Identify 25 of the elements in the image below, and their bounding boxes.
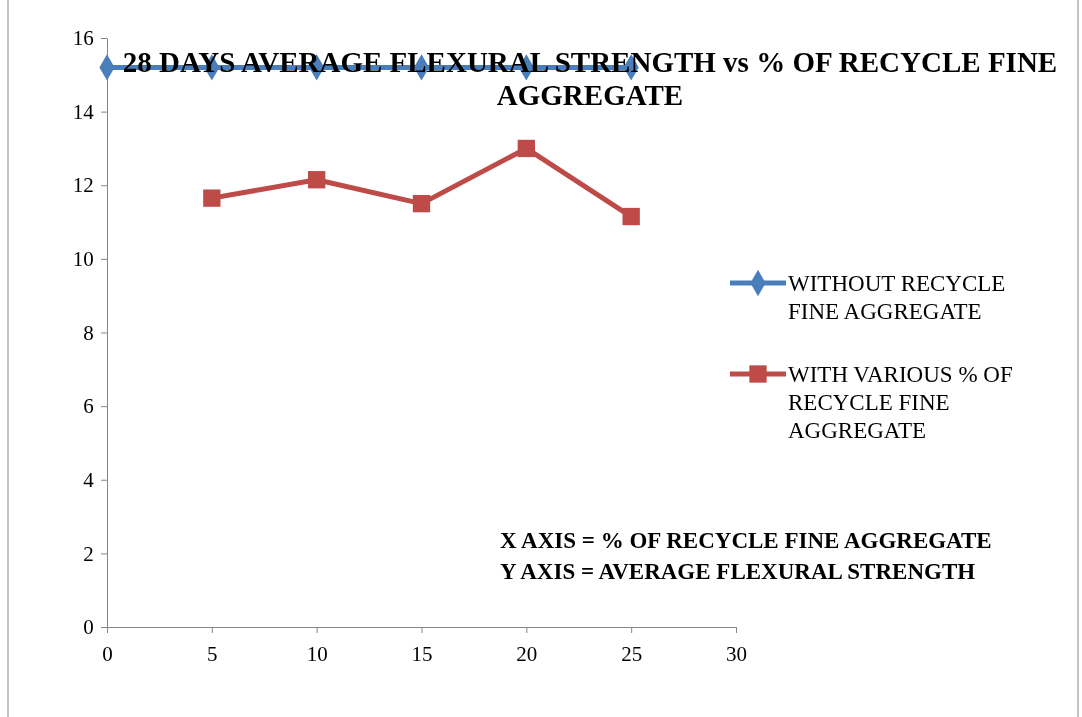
y-tick-label: 0 (83, 615, 94, 640)
y-tick-label: 12 (72, 173, 94, 198)
annotation: X AXIS = % OF RECYCLE FINE AGGREGATE (500, 528, 992, 553)
point (203, 189, 221, 207)
x-tick-label: 20 (516, 642, 538, 667)
point (308, 171, 326, 189)
point (517, 139, 535, 158)
y-tick-label: 14 (72, 99, 95, 124)
legend-label: WITH VARIOUS % OF RECYCLE FINE AGGREGATE (788, 362, 1013, 443)
x-tick-label: 10 (306, 642, 328, 667)
y-tick-label: 6 (83, 394, 94, 419)
point (622, 207, 640, 226)
y-tick-label: 16 (72, 26, 94, 51)
y-tick-label: 10 (72, 247, 94, 272)
x-tick-label: 30 (726, 642, 747, 667)
point (412, 195, 431, 213)
annotation: Y AXIS = AVERAGE FLEXURAL STRENGTH (500, 559, 976, 584)
y-tick-label: 4 (83, 467, 95, 492)
legend-label: WITHOUT RECYCLE FINE AGGREGATE (788, 271, 1006, 324)
y-tick-label: 2 (83, 541, 94, 566)
y-tick-label: 8 (83, 320, 94, 345)
x-tick-label: 15 (411, 642, 433, 667)
x-tick-label: 0 (102, 642, 113, 667)
x-tick-label: 25 (621, 642, 643, 667)
x-tick-label: 5 (207, 642, 218, 667)
